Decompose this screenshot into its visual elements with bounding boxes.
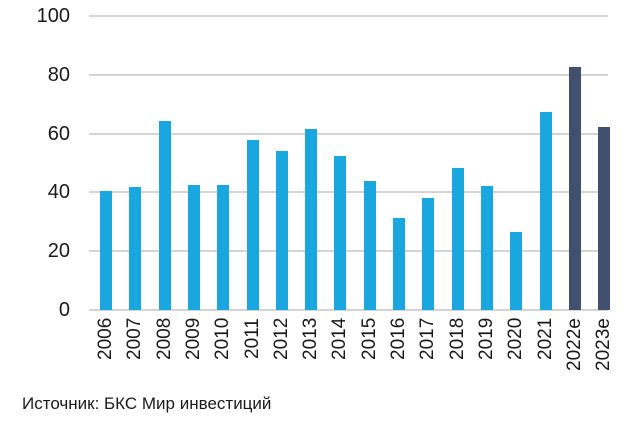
bar-2010 <box>217 185 230 310</box>
gridline-20 <box>89 250 608 253</box>
x-tick-label: 2007 <box>124 317 146 360</box>
x-tick-label: 2011 <box>241 318 263 359</box>
bar-2017 <box>422 198 435 310</box>
x-tick-label: 2006 <box>95 317 116 360</box>
bar-2023e <box>598 127 611 310</box>
x-tick-label: 2019 <box>475 317 497 360</box>
x-tick-label: 2018 <box>446 317 468 360</box>
y-tick-label: 20 <box>47 240 70 263</box>
x-tick-label: 2016 <box>388 317 409 360</box>
x-tick-label: 2013 <box>300 317 322 360</box>
gridline-0 <box>89 309 608 311</box>
gridline-80 <box>89 73 608 76</box>
bar-2021 <box>539 112 552 310</box>
bar-2016 <box>393 217 405 310</box>
bar-2007 <box>129 186 142 310</box>
x-tick-label: 2012 <box>270 317 292 360</box>
gridline-40 <box>89 191 608 194</box>
y-tick-label: 80 <box>47 63 70 86</box>
x-tick-label: 2021 <box>534 317 556 360</box>
bar-2015 <box>363 180 376 310</box>
bar-2020 <box>510 232 523 310</box>
x-tick-label: 2008 <box>153 317 175 360</box>
y-tick-label: 40 <box>47 181 70 204</box>
bar-2022e <box>568 67 581 310</box>
bar-2011 <box>246 140 259 310</box>
y-tick-label: 100 <box>36 5 70 27</box>
x-tick-label: 2009 <box>182 317 204 360</box>
bar-2018 <box>451 168 464 310</box>
x-tick-label: 2015 <box>358 317 380 360</box>
bar-2009 <box>187 185 200 310</box>
source-note: Источник: БКС Мир инвестиций <box>22 394 272 413</box>
bar-2014 <box>334 155 347 310</box>
x-tick-label: 2023e <box>593 318 615 371</box>
gridline-60 <box>89 132 608 135</box>
x-tick-label: 2020 <box>505 317 527 360</box>
x-tick-label: 2022e <box>563 318 585 371</box>
bar-2019 <box>480 185 493 310</box>
y-tick-label: 0 <box>58 299 70 321</box>
bar-2013 <box>305 128 318 310</box>
x-tick-label: 2014 <box>329 317 351 360</box>
bar-2006 <box>100 190 112 310</box>
y-tick-label: 60 <box>47 122 70 145</box>
x-tick-label: 2017 <box>417 317 439 360</box>
x-tick-label: 2010 <box>212 317 234 360</box>
gridline-100 <box>89 15 608 17</box>
bar-2008 <box>158 120 171 310</box>
bar-2012 <box>275 151 288 310</box>
